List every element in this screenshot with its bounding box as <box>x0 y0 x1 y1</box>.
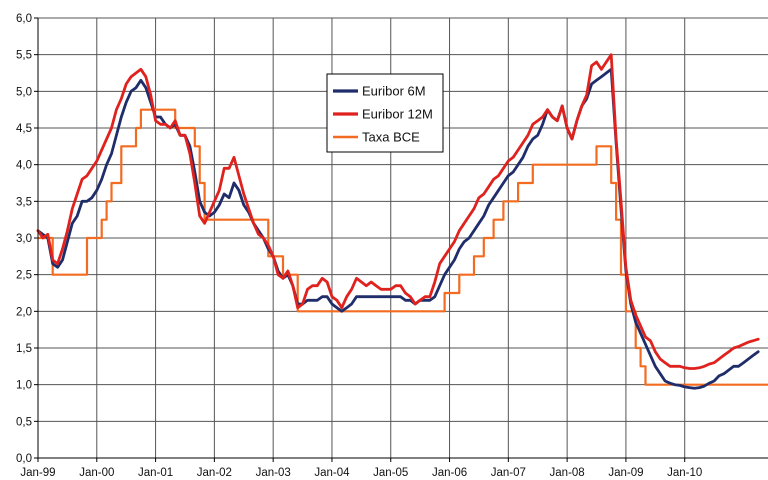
legend-label-euribor-12m: Euribor 12M <box>362 107 433 122</box>
y-tick-label: 0,5 <box>16 416 32 428</box>
x-tick-label: Jan-04 <box>314 467 350 479</box>
y-tick-label: 1,5 <box>16 343 32 355</box>
series-taxa-bce <box>36 108 768 386</box>
y-tick-label: 0,0 <box>16 453 32 465</box>
series-euribor-6m <box>36 67 760 390</box>
x-tick-label: Jan-08 <box>550 467 585 479</box>
horizontal-gridlines <box>34 17 768 459</box>
y-tick-label: 4,5 <box>16 123 32 135</box>
y-tick-label: 5,5 <box>16 50 32 62</box>
x-tick-label: Jan-09 <box>608 467 643 479</box>
y-tick-label: 4,0 <box>16 160 32 172</box>
x-tick-label: Jan-06 <box>432 467 467 479</box>
x-tick-label: Jan-03 <box>256 467 291 479</box>
x-tick-label: Jan-02 <box>197 467 232 479</box>
y-tick-label: 2,5 <box>16 270 32 282</box>
x-tick-label: Jan-10 <box>667 467 702 479</box>
y-tick-label: 2,0 <box>16 306 32 318</box>
legend-label-taxa-bce: Taxa BCE <box>362 130 420 145</box>
series-lines <box>36 53 768 390</box>
series-line <box>36 67 760 390</box>
y-axis-tick-labels: 0,0 0,5 1,0 1,5 2,0 2,5 3,0 3,5 4,0 4,5 5,0 5,5 6,0 <box>16 13 32 465</box>
y-tick-label: 3,5 <box>16 196 32 208</box>
y-tick-label: 5,0 <box>16 86 32 98</box>
y-tick-label: 1,0 <box>16 380 32 392</box>
series-line <box>36 108 768 386</box>
x-tick-label: Jan-00 <box>79 467 114 479</box>
x-tick-label: Jan-05 <box>373 467 408 479</box>
x-tick-label: Jan-01 <box>138 467 173 479</box>
x-axis-tick-labels: Jan-99 Jan-00 Jan-01 Jan-02 Jan-03 Jan-04 Jan-… <box>20 467 702 479</box>
series-line <box>36 53 760 370</box>
legend: Euribor 6M Euribor 12M Taxa BCE <box>326 73 444 153</box>
x-tick-label: Jan-99 <box>20 467 55 479</box>
y-tick-label: 6,0 <box>16 13 32 25</box>
series-euribor-12m <box>36 53 760 370</box>
y-tick-label: 3,0 <box>16 233 32 245</box>
legend-label-euribor-6m: Euribor 6M <box>362 84 426 99</box>
x-tick-label: Jan-07 <box>491 467 526 479</box>
